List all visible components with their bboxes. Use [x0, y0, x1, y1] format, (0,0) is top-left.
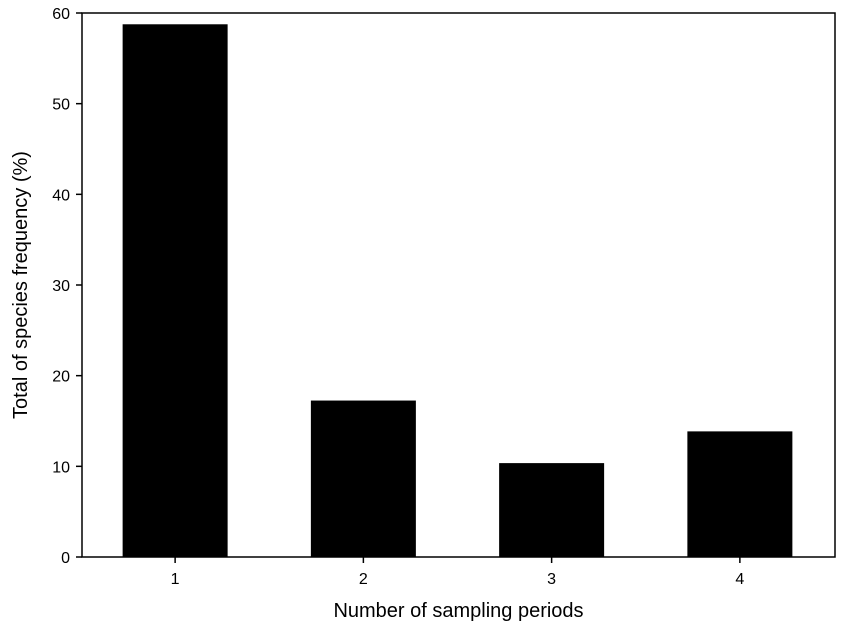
- bar-3: [499, 463, 605, 558]
- x-tick-label: 1: [171, 571, 180, 588]
- y-tick-label: 50: [52, 97, 70, 114]
- y-tick-label: 20: [52, 369, 70, 386]
- x-tick-label: 2: [359, 571, 368, 588]
- y-tick-label: 60: [52, 6, 70, 23]
- y-tick-label: 0: [61, 550, 70, 567]
- x-tick-label: 3: [547, 571, 556, 588]
- x-tick-label: 4: [735, 571, 744, 588]
- y-tick-label: 30: [52, 278, 70, 295]
- y-axis-title: Total of species frequency (%): [10, 151, 32, 419]
- bar-2: [310, 400, 416, 558]
- y-tick-label: 10: [52, 459, 70, 476]
- y-axis-ticks: 0 10 20 30 40 50 60: [52, 6, 82, 567]
- x-axis-ticks: 1 2 3 4: [171, 557, 744, 588]
- y-tick-label: 40: [52, 187, 70, 204]
- bar-4: [687, 431, 793, 558]
- bar-1: [122, 24, 228, 558]
- bars: [122, 24, 793, 558]
- x-axis-title: Number of sampling periods: [333, 600, 583, 622]
